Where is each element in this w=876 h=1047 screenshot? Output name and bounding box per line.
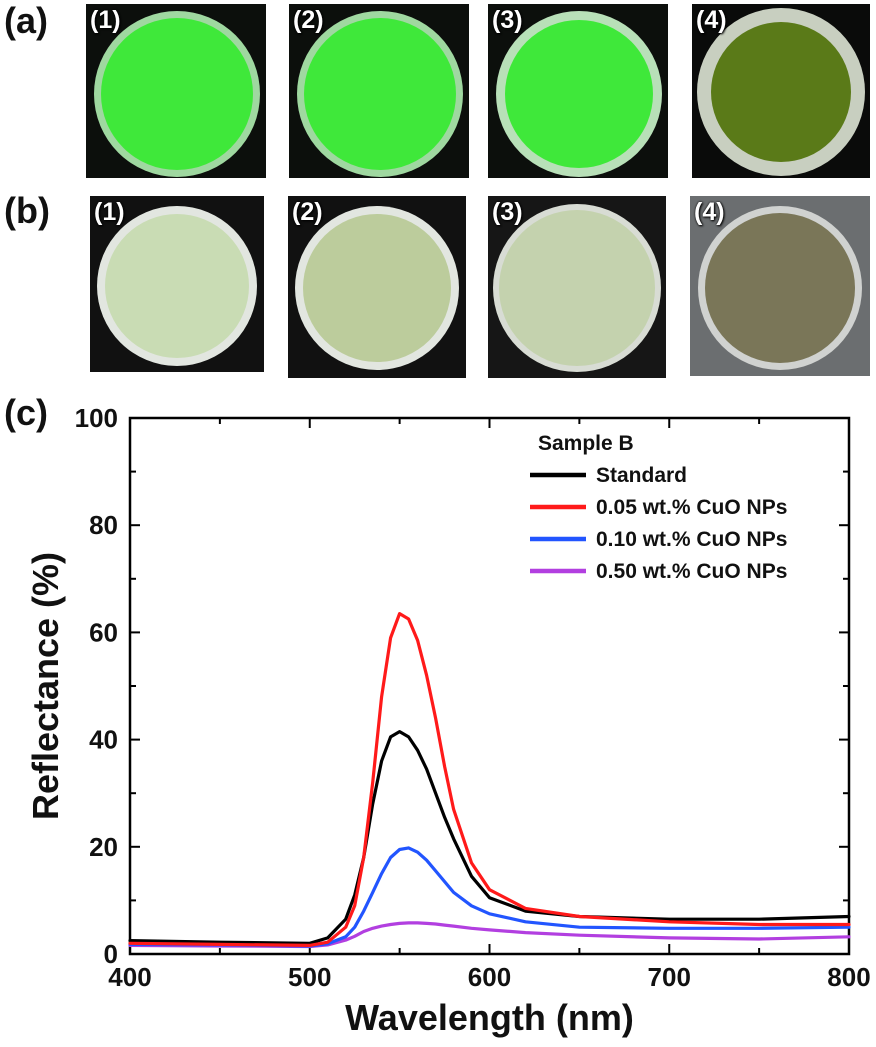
photo-a2: (2): [289, 4, 469, 178]
photo-a3-label: (3): [492, 6, 523, 34]
series-line-0: [128, 730, 851, 945]
panel-label-b: (b): [4, 190, 50, 231]
series-layer: [128, 612, 851, 949]
y-tick-label: 60: [89, 617, 118, 647]
legend-entry-1: 0.05 wt.% CuO NPs: [596, 496, 787, 519]
photo-a3: (3): [488, 4, 668, 178]
photo-a2-label: (2): [293, 6, 324, 34]
legend-entry-3: 0.50 wt.% CuO NPs: [596, 560, 787, 583]
series-line-1: [128, 612, 851, 948]
x-tick-label: 500: [288, 962, 331, 992]
photo-a4-label: (4): [696, 6, 727, 34]
photo-b3: (3): [488, 196, 666, 378]
photo-a1-label: (1): [90, 6, 121, 34]
x-tick-label: 800: [827, 962, 870, 992]
series-line-3: [128, 921, 851, 949]
photo-a2-image: [289, 4, 469, 178]
photo-b4: (4): [690, 196, 870, 376]
axis-ticks: 400 500 600 700 800 0 20 40 60 80 100: [75, 403, 871, 992]
photo-b3-label: (3): [492, 198, 523, 226]
legend-title: Sample B: [538, 432, 634, 455]
panel-label-c: (c): [4, 392, 48, 433]
photo-a1: (1): [86, 4, 266, 178]
photo-a1-image: [86, 4, 266, 178]
photo-b1-image: [90, 196, 264, 372]
photo-b3-image: [488, 196, 666, 378]
series-line-2: [128, 846, 851, 948]
photo-b2-image: [288, 196, 466, 378]
y-tick-label: 80: [89, 510, 118, 540]
photo-b4-image: [690, 196, 870, 376]
reflectance-chart: 400 500 600 700 800 0 20 40 60 80 100 Wavelength (…: [25, 403, 871, 1038]
photo-b1-label: (1): [94, 198, 125, 226]
legend: Sample B Standard 0.05 wt.% CuO NPs 0.10 w…: [530, 432, 787, 583]
y-axis-label: Reflectance (%): [25, 552, 66, 820]
x-tick-label: 400: [108, 962, 151, 992]
photo-a4-image: [692, 4, 870, 178]
x-tick-label: 700: [648, 962, 691, 992]
y-tick-label: 100: [75, 403, 118, 433]
x-tick-label: 600: [468, 962, 511, 992]
photo-a4: (4): [692, 4, 870, 178]
photo-b4-label: (4): [694, 198, 725, 226]
photo-b2: (2): [288, 196, 466, 378]
x-axis-label: Wavelength (nm): [345, 997, 634, 1038]
panel-label-a: (a): [4, 0, 48, 41]
photo-b1: (1): [90, 196, 264, 372]
photo-b2-label: (2): [292, 198, 323, 226]
photo-a3-image: [488, 4, 668, 178]
legend-entry-0: Standard: [596, 464, 687, 487]
legend-entry-2: 0.10 wt.% CuO NPs: [596, 528, 787, 551]
y-tick-label: 20: [89, 832, 118, 862]
y-tick-label: 40: [89, 725, 118, 755]
y-tick-label: 0: [104, 939, 118, 969]
